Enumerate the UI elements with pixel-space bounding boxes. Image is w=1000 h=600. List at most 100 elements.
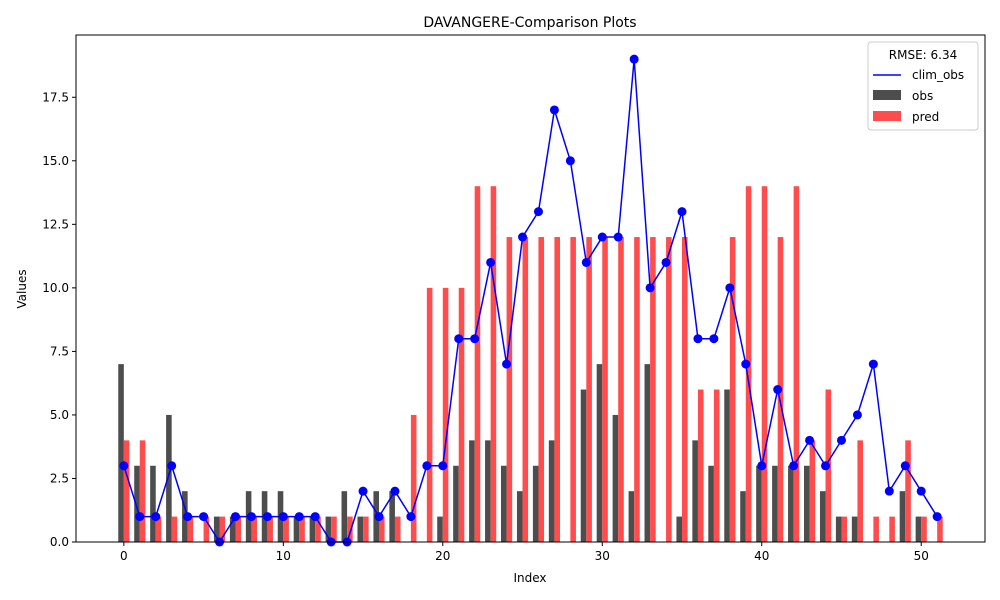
bar-pred <box>713 389 720 542</box>
bar-obs <box>437 516 443 542</box>
bar-pred <box>155 516 162 542</box>
point-clim_obs <box>486 257 496 267</box>
point-clim_obs <box>183 512 193 522</box>
point-clim_obs <box>454 334 464 344</box>
bar-pred <box>618 237 624 543</box>
bar-pred <box>410 414 417 542</box>
bar-pred <box>299 516 305 542</box>
bar-pred <box>921 516 927 542</box>
bar-pred <box>602 237 608 543</box>
point-clim_obs <box>836 435 846 445</box>
point-clim_obs <box>661 257 671 267</box>
point-clim_obs <box>693 334 703 344</box>
bar-pred <box>251 516 257 542</box>
bar-pred <box>809 440 816 542</box>
x-tick-label: 30 <box>595 549 610 563</box>
point-clim_obs <box>518 232 528 242</box>
point-clim_obs <box>900 461 910 471</box>
bar-obs <box>756 465 762 542</box>
bar-obs <box>469 440 475 542</box>
point-clim_obs <box>613 232 623 242</box>
bar-obs <box>692 440 698 542</box>
point-clim_obs <box>852 410 862 420</box>
point-clim_obs <box>916 486 926 496</box>
plot-frame <box>75 34 986 543</box>
bar-pred <box>905 440 911 542</box>
bar-pred <box>490 186 497 542</box>
bar-obs <box>740 491 746 542</box>
bar-pred <box>873 516 879 542</box>
bar-obs <box>915 516 922 542</box>
bar-obs <box>596 364 603 542</box>
point-clim_obs <box>199 512 209 522</box>
point-clim_obs <box>358 486 368 496</box>
bar-obs <box>580 389 587 542</box>
point-clim_obs <box>821 461 831 471</box>
point-clim_obs <box>677 207 687 217</box>
bar-pred <box>697 389 704 542</box>
bar-pred <box>506 237 513 543</box>
bar-obs <box>118 364 124 542</box>
point-clim_obs <box>629 54 639 64</box>
bar-obs <box>548 440 555 542</box>
bar-pred <box>554 237 560 543</box>
legend-label-clim-obs: clim_obs <box>912 68 964 82</box>
bar-pred <box>650 237 656 543</box>
bar-obs <box>788 465 794 542</box>
bar-obs <box>166 414 172 542</box>
point-clim_obs <box>597 232 607 242</box>
bar-pred <box>363 516 369 542</box>
point-clim_obs <box>390 486 400 496</box>
point-clim_obs <box>709 334 719 344</box>
y-tick-label: 2.5 <box>50 471 69 485</box>
point-clim_obs <box>581 257 591 267</box>
point-clim_obs <box>230 512 240 522</box>
bar-obs <box>501 465 507 542</box>
point-clim_obs <box>932 512 942 522</box>
point-clim_obs <box>565 156 575 166</box>
point-clim_obs <box>470 334 480 344</box>
bar-obs <box>708 465 714 542</box>
point-clim_obs <box>167 461 177 471</box>
bar-obs <box>804 465 810 542</box>
y-tick-label: 17.5 <box>42 90 69 104</box>
point-clim_obs <box>422 461 432 471</box>
y-tick-label: 12.5 <box>42 217 69 231</box>
chart-title: DAVANGERE-Comparison Plots <box>423 15 636 31</box>
bar-pred <box>729 237 736 543</box>
bar-pred <box>331 516 337 542</box>
legend-box <box>867 41 979 131</box>
bar-obs <box>612 414 619 542</box>
bar-pred <box>634 237 640 543</box>
bar-obs <box>341 491 348 542</box>
bar-pred <box>235 516 242 542</box>
bar-pred <box>937 516 943 542</box>
legend-label-obs: obs <box>912 89 933 103</box>
point-clim_obs <box>135 512 145 522</box>
bar-pred <box>538 237 545 543</box>
bar-pred <box>347 516 353 542</box>
bar-pred <box>458 287 465 542</box>
bar-obs <box>134 465 140 542</box>
bar-pred <box>682 237 688 543</box>
y-axis: 0.0 2.5 5.0 7.5 10.0 12.5 15.0 17.5 <box>42 90 76 549</box>
point-clim_obs <box>533 207 543 217</box>
x-tick-label: 50 <box>914 549 929 563</box>
point-clim_obs <box>868 359 878 369</box>
legend: RMSE: 6.34 clim_obs obs pred <box>867 41 979 131</box>
bar-obs <box>532 465 539 542</box>
legend-title: RMSE: 6.34 <box>889 48 957 62</box>
point-clim_obs <box>789 461 799 471</box>
bar-obs <box>485 440 491 542</box>
point-clim_obs <box>246 512 256 522</box>
bar-pred <box>139 440 146 542</box>
bar-pred <box>474 186 481 542</box>
bar-pred <box>203 516 210 542</box>
point-clim_obs <box>805 435 815 445</box>
legend-label-pred: pred <box>912 110 939 124</box>
bar-pred <box>857 440 863 542</box>
point-clim_obs <box>884 486 894 496</box>
legend-swatch-pred <box>873 111 901 121</box>
